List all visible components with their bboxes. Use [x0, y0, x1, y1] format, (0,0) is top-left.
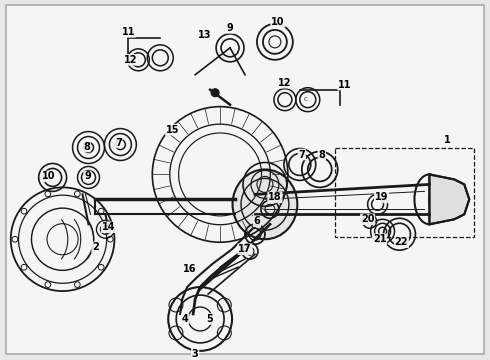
- Text: 13: 13: [198, 30, 212, 40]
- Text: 9: 9: [84, 171, 91, 181]
- Text: 3: 3: [192, 349, 198, 359]
- Text: 1: 1: [444, 135, 451, 145]
- Text: 19: 19: [375, 192, 388, 202]
- Text: 2: 2: [92, 242, 99, 252]
- Circle shape: [211, 89, 219, 97]
- Text: 18: 18: [268, 192, 282, 202]
- Text: 6: 6: [254, 216, 260, 226]
- Text: 12: 12: [278, 78, 292, 88]
- Ellipse shape: [233, 170, 297, 239]
- Text: 5: 5: [207, 314, 214, 324]
- Text: 11: 11: [338, 80, 351, 90]
- Text: 8: 8: [83, 141, 90, 152]
- Text: 7: 7: [298, 149, 305, 159]
- Text: 21: 21: [373, 234, 386, 244]
- Text: 17: 17: [238, 244, 252, 254]
- Text: 9: 9: [227, 23, 233, 33]
- Text: 20: 20: [361, 214, 374, 224]
- Text: 12: 12: [123, 55, 137, 65]
- Text: 11: 11: [122, 27, 135, 37]
- Text: 7: 7: [115, 138, 122, 148]
- Text: 22: 22: [395, 237, 408, 247]
- Bar: [335, 148, 474, 237]
- Text: 10: 10: [42, 171, 55, 181]
- Polygon shape: [429, 175, 469, 224]
- Text: 15: 15: [166, 125, 179, 135]
- Text: 8: 8: [318, 149, 325, 159]
- Text: 14: 14: [102, 222, 115, 232]
- Text: 10: 10: [271, 17, 285, 27]
- Text: 4: 4: [182, 314, 189, 324]
- Text: 16: 16: [183, 264, 197, 274]
- Text: C: C: [304, 97, 308, 102]
